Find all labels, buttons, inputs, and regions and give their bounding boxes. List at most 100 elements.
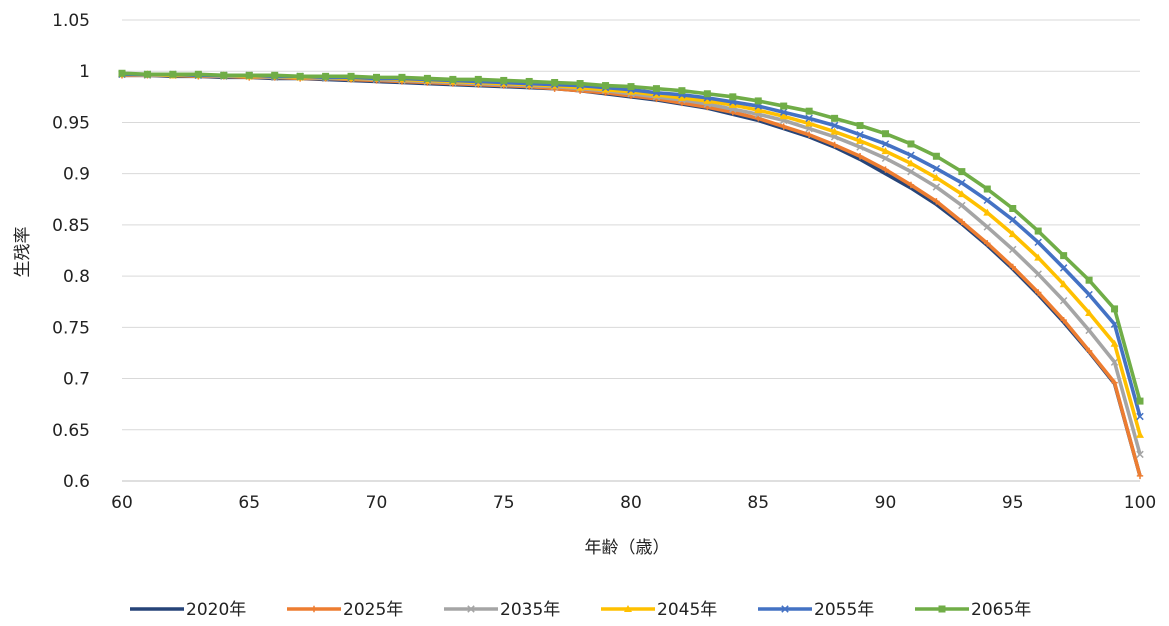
series-line <box>122 72 1142 436</box>
legend-label: 2025年 <box>343 600 403 620</box>
data-point <box>856 136 865 144</box>
data-point <box>856 153 864 160</box>
data-point <box>678 87 686 95</box>
data-point <box>398 73 406 81</box>
data-point <box>779 112 788 120</box>
data-point <box>1009 216 1017 224</box>
data-point <box>1085 276 1093 284</box>
gridlines <box>122 19 1140 482</box>
data-point <box>932 173 941 181</box>
y-tick-label: 0.75 <box>52 318 90 338</box>
series-line <box>121 72 1142 455</box>
data-point <box>983 196 992 205</box>
data-point <box>907 151 915 159</box>
x-tick-label: 60 <box>111 493 133 513</box>
legend-item: 2020年 <box>130 600 246 620</box>
data-point <box>805 131 813 138</box>
x-tick-label: 95 <box>1002 493 1024 513</box>
data-point <box>373 73 380 81</box>
data-point <box>779 108 788 116</box>
y-axis-title: 生残率 <box>13 227 33 278</box>
data-point <box>1085 290 1093 299</box>
data-point <box>602 82 610 90</box>
x-axis-title: 年齢（歳） <box>585 538 670 558</box>
data-point <box>932 152 940 160</box>
legend-label: 2055年 <box>814 600 874 620</box>
data-point <box>1034 270 1042 278</box>
data-point <box>728 101 737 109</box>
data-point <box>958 179 966 187</box>
data-point <box>1085 347 1093 355</box>
data-point <box>1110 339 1119 347</box>
data-point <box>474 75 482 83</box>
data-point <box>831 114 839 122</box>
data-point <box>881 140 890 148</box>
data-point <box>906 159 915 167</box>
data-point <box>983 223 992 231</box>
data-point <box>1060 316 1067 324</box>
data-point <box>958 218 966 226</box>
data-point <box>907 181 915 189</box>
data-point <box>856 122 864 130</box>
legend-label: 2035年 <box>500 600 560 620</box>
y-tick-label: 0.7 <box>63 370 90 390</box>
legend-item: 2025年 <box>287 600 403 620</box>
legend-label: 2065年 <box>971 600 1031 620</box>
data-point <box>1110 358 1119 366</box>
legend-label: 2045年 <box>657 600 717 620</box>
x-tick-label: 80 <box>620 493 642 513</box>
data-point <box>805 114 813 123</box>
y-tick-label: 0.8 <box>63 267 90 287</box>
y-tick-label: 0.95 <box>52 113 90 133</box>
data-point <box>1009 263 1016 271</box>
data-point <box>780 102 788 110</box>
x-axis-ticks: 60 65 70 75 80 85 90 95 100 <box>111 493 1156 513</box>
data-point <box>1136 412 1144 421</box>
data-point <box>907 140 915 148</box>
x-tick-label: 100 <box>1124 493 1156 513</box>
data-point <box>984 240 991 247</box>
data-point <box>781 605 789 613</box>
data-point <box>933 198 940 205</box>
data-point <box>1034 253 1043 261</box>
data-point <box>1009 204 1017 212</box>
data-point <box>576 80 584 88</box>
data-point <box>830 127 839 135</box>
data-point <box>1059 264 1068 272</box>
data-point <box>1059 296 1068 305</box>
legend-item: 2055年 <box>758 600 874 620</box>
data-point <box>271 71 279 79</box>
data-point <box>652 85 660 93</box>
x-tick-label: 75 <box>493 493 515 513</box>
data-point <box>245 71 253 79</box>
data-point <box>780 123 787 130</box>
data-point <box>1059 280 1068 288</box>
data-point <box>1008 230 1017 238</box>
y-tick-label: 1 <box>79 62 90 82</box>
data-point <box>1085 308 1094 316</box>
series-group <box>118 70 1144 438</box>
data-point <box>938 605 946 613</box>
legend-item: 2065年 <box>915 600 1031 620</box>
data-point <box>831 141 838 149</box>
data-point <box>856 143 864 151</box>
data-point <box>296 72 304 80</box>
series-line <box>122 73 1142 477</box>
data-point <box>932 183 941 191</box>
data-point <box>907 167 915 176</box>
series-group <box>118 70 1144 459</box>
data-point <box>958 168 966 176</box>
data-point <box>500 76 508 84</box>
legend: 2020年 2025年 2035年 2045年 2055年 2065年 <box>130 600 1031 620</box>
y-tick-label: 0.6 <box>63 472 90 492</box>
data-point <box>194 70 202 78</box>
data-point <box>703 90 711 98</box>
data-point <box>1136 472 1144 480</box>
data-point <box>1136 430 1144 438</box>
data-point <box>755 115 762 122</box>
data-point <box>983 185 991 193</box>
y-tick-label: 0.65 <box>52 421 90 441</box>
data-point <box>1136 397 1144 405</box>
data-point <box>1034 238 1042 247</box>
